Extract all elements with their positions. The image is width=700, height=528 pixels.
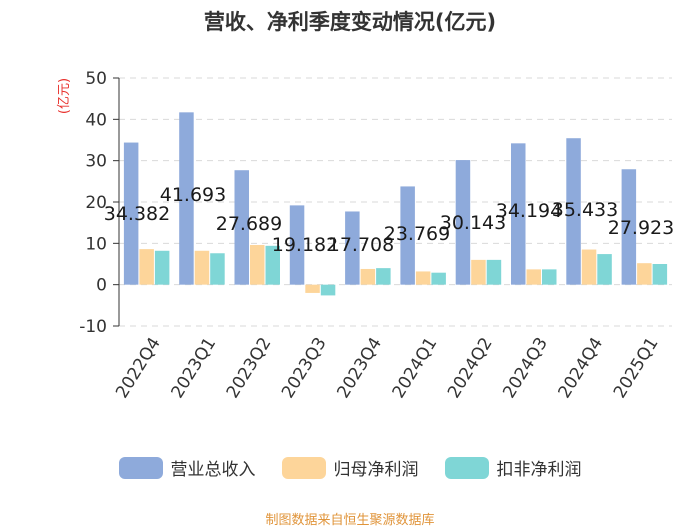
x-tick-label: 2023Q1: [167, 334, 220, 402]
x-tick-label: 2024Q4: [555, 334, 608, 402]
legend: 营业总收入 归母净利润 扣非净利润: [0, 455, 700, 480]
bar: [345, 211, 360, 285]
legend-swatch-revenue: [118, 456, 163, 479]
x-tick-label: 2023Q2: [223, 334, 276, 402]
bar: [652, 264, 668, 285]
y-tick-label: 10: [85, 234, 107, 254]
x-tick-label: 2024Q3: [499, 334, 552, 402]
bar: [289, 205, 305, 285]
x-tick-label: 2023Q4: [333, 334, 386, 402]
bar: [486, 259, 502, 285]
data-label: 19.182: [272, 234, 338, 256]
data-label: 35.433: [552, 199, 618, 221]
bar: [526, 269, 541, 285]
chart-title: 营收、净利季度变动情况(亿元): [203, 10, 497, 34]
legend-label-net-profit: 归母净利润: [333, 460, 419, 480]
data-label: 27.689: [216, 213, 282, 235]
bar: [154, 250, 170, 285]
legend-swatch-deducted-profit: [444, 456, 489, 479]
bar: [621, 169, 637, 285]
legend-item-net-profit[interactable]: 归母净利润: [281, 455, 419, 480]
data-label: 34.194: [496, 200, 562, 222]
bar: [471, 259, 486, 285]
x-tick-label: 2022Q4: [112, 334, 165, 402]
bar: [234, 170, 249, 285]
x-tick-label: 2024Q2: [444, 334, 497, 402]
legend-item-revenue[interactable]: 营业总收入: [118, 455, 256, 480]
y-tick-label: 20: [85, 193, 107, 213]
bar: [400, 186, 415, 285]
bar: [360, 268, 376, 285]
legend-swatch-net-profit: [281, 456, 326, 479]
legend-label-deducted-profit: 扣非净利润: [496, 460, 582, 480]
data-label: 27.923: [608, 217, 674, 239]
data-label: 23.769: [384, 223, 450, 245]
bar: [179, 112, 194, 285]
data-label: 30.143: [440, 212, 506, 234]
x-tick-label: 2023Q3: [278, 334, 331, 402]
bar: [415, 271, 431, 285]
legend-label-revenue: 营业总收入: [170, 460, 256, 480]
data-label: 41.693: [160, 184, 226, 206]
bar: [542, 269, 557, 285]
y-axis-label: (亿元): [57, 78, 72, 114]
bar: [123, 142, 139, 285]
bar: [265, 245, 280, 285]
bar: [210, 253, 225, 285]
bar: [511, 143, 526, 285]
y-tick-label: 40: [85, 110, 107, 130]
bar: [637, 263, 652, 285]
data-label: 17.708: [328, 234, 394, 256]
y-tick-label: 30: [85, 152, 107, 172]
bar: [581, 249, 597, 285]
bar: [566, 138, 581, 285]
legend-item-deducted-profit[interactable]: 扣非净利润: [444, 455, 582, 480]
bar: [431, 272, 446, 285]
bar: [597, 254, 612, 285]
bar: [305, 284, 320, 293]
bar: [376, 268, 391, 285]
bar: [320, 284, 336, 296]
bars: [123, 112, 668, 296]
x-tick-label: 2024Q1: [389, 334, 442, 402]
x-tick-label: 2025Q1: [610, 334, 663, 402]
bar: [194, 250, 210, 285]
bar: [250, 244, 265, 285]
data-label: 34.382: [104, 203, 170, 225]
y-tick-label: 0: [96, 276, 107, 296]
source-footer: 制图数据来自恒生聚源数据库: [265, 513, 435, 528]
bar: [455, 160, 471, 285]
y-tick-label: 50: [85, 69, 107, 89]
bar: [139, 249, 154, 285]
y-tick-label: -10: [79, 317, 107, 337]
